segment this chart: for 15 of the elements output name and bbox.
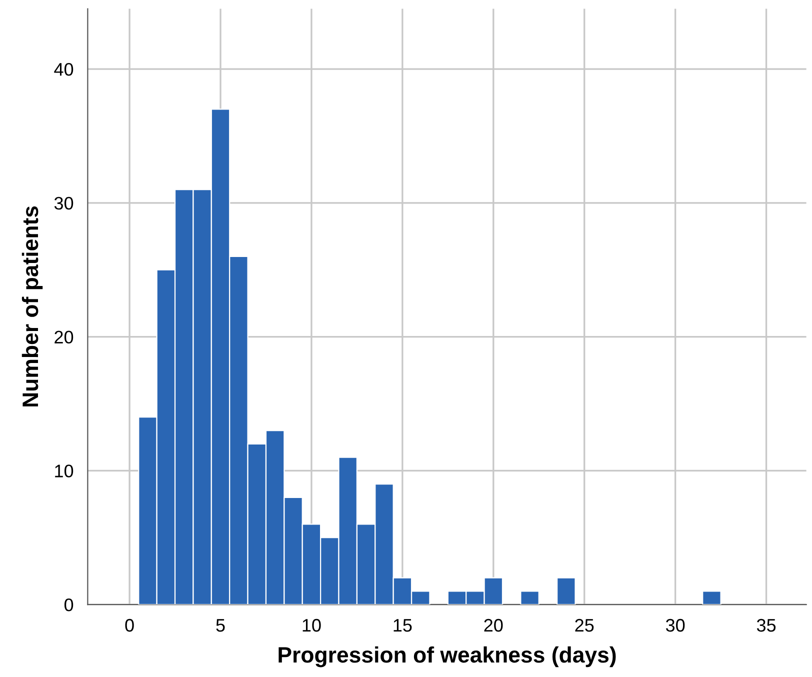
x-tick-label: 5: [216, 619, 225, 632]
y-tick-label: 30: [54, 196, 74, 210]
x-tick-label: 10: [302, 618, 321, 632]
y-tick-label: 10: [55, 464, 74, 478]
x-tick-label: 15: [394, 619, 412, 632]
x-tick-label: 35: [756, 618, 776, 632]
y-tick-label: 20: [54, 330, 74, 344]
y-axis-title: Number of patients: [22, 206, 43, 406]
x-tick-label: 20: [484, 618, 503, 632]
x-tick-label: 30: [666, 618, 685, 632]
y-tick-label: 0: [64, 598, 74, 612]
x-tick-label: 0: [125, 618, 134, 632]
x-axis-title: Progression of weakness (days): [278, 646, 616, 668]
x-tick-label: 25: [575, 618, 594, 632]
y-tick-label: 40: [54, 62, 74, 76]
